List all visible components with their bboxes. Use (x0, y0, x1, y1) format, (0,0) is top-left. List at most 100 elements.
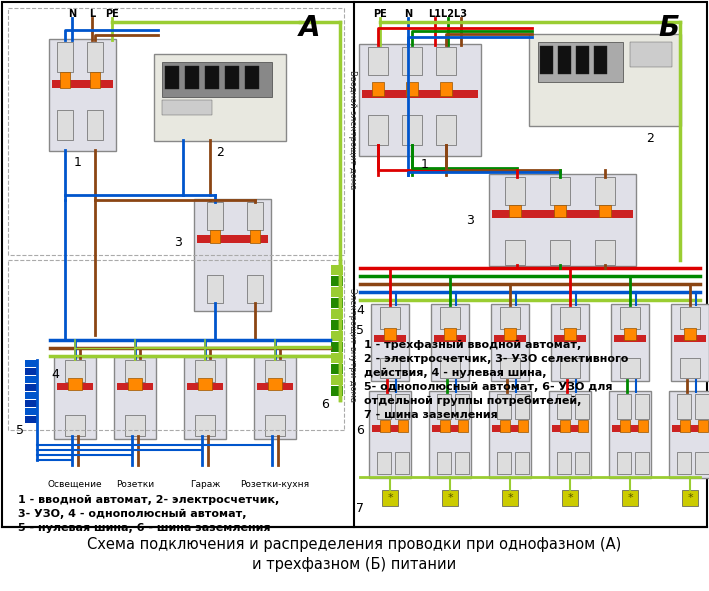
Bar (125, 415, 145, 436)
Bar (509, 205, 521, 217)
Bar (377, 394, 391, 419)
Bar (225, 66, 239, 89)
Bar (384, 328, 396, 340)
Bar (210, 230, 220, 243)
Bar (331, 276, 343, 286)
Text: 6: 6 (356, 424, 364, 437)
Bar (575, 394, 589, 419)
Bar (90, 72, 100, 88)
Text: 1 - вводной автомат, 2- электросчетчик,: 1 - вводной автомат, 2- электросчетчик, (18, 495, 279, 505)
Bar (560, 420, 570, 432)
Bar (395, 452, 409, 474)
Bar (331, 353, 343, 363)
Bar (195, 360, 215, 382)
Bar (331, 364, 343, 374)
Bar (398, 420, 408, 432)
Bar (25, 384, 37, 391)
Bar (442, 490, 458, 506)
Bar (554, 205, 566, 217)
Bar (165, 66, 179, 89)
Bar (698, 420, 708, 432)
Bar (504, 328, 516, 340)
Bar (402, 47, 422, 75)
Bar (368, 47, 388, 75)
FancyBboxPatch shape (529, 34, 681, 126)
Bar (406, 82, 418, 96)
FancyBboxPatch shape (551, 304, 589, 381)
FancyBboxPatch shape (609, 391, 651, 478)
Text: *: * (687, 493, 693, 503)
Bar (25, 400, 37, 407)
Bar (377, 452, 391, 474)
FancyBboxPatch shape (489, 391, 531, 478)
Bar (331, 331, 343, 341)
Text: 5- однополюсный автомат, 6- УЗО для: 5- однополюсный автомат, 6- УЗО для (364, 382, 613, 392)
Text: Схема подключения и распределения проводки при однофазном (А): Схема подключения и распределения провод… (87, 537, 622, 553)
FancyBboxPatch shape (184, 357, 226, 439)
FancyBboxPatch shape (671, 304, 709, 381)
Bar (677, 452, 691, 474)
Bar (207, 275, 223, 303)
Bar (57, 110, 73, 140)
Bar (60, 72, 70, 88)
Text: Электрощит внутри дома: Электрощит внутри дома (348, 288, 357, 402)
Bar (440, 307, 460, 329)
Bar (515, 452, 529, 474)
Bar (432, 425, 468, 432)
FancyBboxPatch shape (359, 44, 481, 156)
Bar (117, 383, 153, 390)
Bar (557, 452, 571, 474)
Bar (25, 392, 37, 399)
Bar (497, 452, 511, 474)
Bar (440, 82, 452, 96)
Bar (436, 115, 456, 145)
Bar (505, 177, 525, 205)
Bar (578, 420, 588, 432)
Bar (52, 80, 113, 88)
Bar (128, 378, 142, 390)
Bar (444, 328, 456, 340)
Bar (440, 358, 460, 378)
Bar (695, 394, 709, 419)
Bar (68, 378, 82, 390)
Bar (57, 383, 93, 390)
Bar (247, 202, 263, 230)
Bar (515, 394, 529, 419)
Bar (205, 66, 219, 89)
Text: 7 - шина заземления: 7 - шина заземления (364, 410, 498, 420)
Bar (505, 240, 525, 265)
FancyBboxPatch shape (49, 39, 116, 151)
Bar (538, 42, 623, 82)
FancyBboxPatch shape (254, 357, 296, 439)
Bar (635, 394, 649, 419)
Bar (638, 420, 648, 432)
Bar (187, 383, 223, 390)
Bar (575, 452, 589, 474)
Bar (395, 394, 409, 419)
FancyBboxPatch shape (611, 304, 649, 381)
Text: Б: Б (659, 14, 679, 42)
Bar (247, 275, 263, 303)
Bar (630, 42, 672, 67)
Bar (518, 420, 528, 432)
Bar (195, 415, 215, 436)
FancyBboxPatch shape (154, 54, 286, 141)
Text: PE: PE (373, 9, 387, 19)
Bar (500, 358, 520, 378)
Bar (331, 375, 343, 385)
Bar (372, 425, 408, 432)
Bar (331, 298, 343, 308)
Bar (614, 335, 646, 342)
Bar (617, 394, 631, 419)
FancyBboxPatch shape (489, 174, 636, 266)
Bar (695, 452, 709, 474)
Bar (552, 425, 588, 432)
Bar (402, 115, 422, 145)
Text: 5 - нулевая шина, 6 - шина заземления: 5 - нулевая шина, 6 - шина заземления (18, 523, 271, 533)
FancyBboxPatch shape (194, 199, 271, 311)
Bar (437, 394, 451, 419)
Text: L1L2L3: L1L2L3 (428, 9, 467, 19)
Bar (677, 394, 691, 419)
Text: Розетки: Розетки (116, 480, 154, 489)
Bar (500, 420, 510, 432)
